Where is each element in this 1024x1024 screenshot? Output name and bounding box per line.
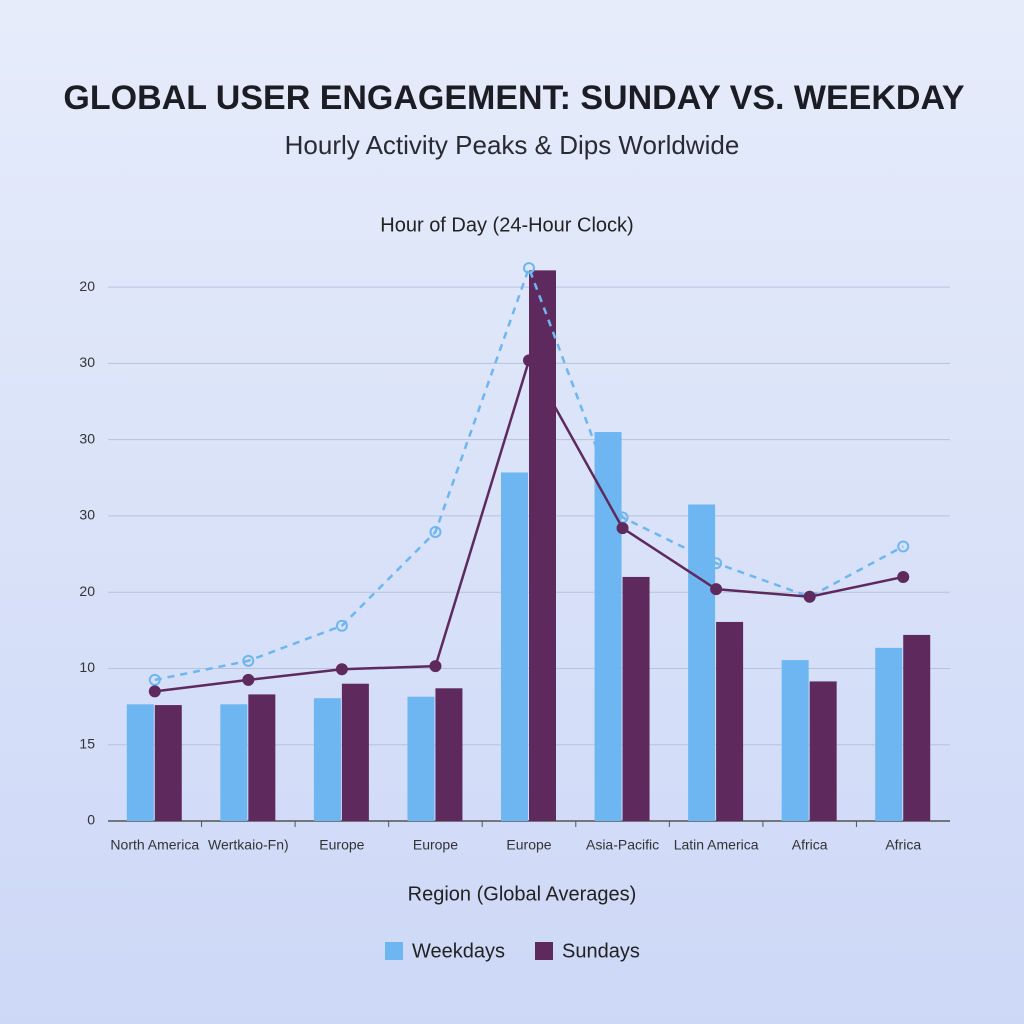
x-axis-label: Region (Global Averages) (408, 883, 637, 905)
legend-label: Sundays (562, 940, 640, 962)
trend-point (242, 654, 255, 667)
trend-point (429, 660, 442, 673)
bar (903, 634, 931, 821)
trend-point (897, 540, 910, 553)
y-tick-label: 10 (79, 659, 95, 675)
y-tick-label: 30 (79, 354, 95, 370)
bar (248, 694, 276, 821)
trend-point (523, 262, 535, 275)
trend-line (154, 264, 904, 682)
trend-point (523, 354, 535, 367)
y-tick-label: 30 (79, 430, 95, 446)
bar (501, 472, 528, 821)
bar (716, 621, 744, 821)
y-tick-label: 0 (87, 812, 95, 828)
trend-point (335, 619, 348, 632)
y-tick-label: 20 (79, 583, 95, 599)
trend-point (803, 590, 816, 603)
x-tick-label: Asia-Pacific (586, 837, 659, 853)
x-tick-label: Africa (885, 837, 921, 853)
x-tick-label: North America (110, 837, 199, 853)
legend-swatch (535, 942, 553, 960)
y-tick-label: 20 (79, 278, 95, 294)
legend-swatch (385, 942, 403, 960)
bar (529, 270, 556, 821)
trend-point (335, 663, 348, 676)
chart-title: GLOBAL USER ENGAGEMENT: SUNDAY VS. WEEKD… (63, 79, 964, 117)
y-tick-label: 30 (79, 507, 95, 523)
trend-point (148, 673, 161, 686)
trend-point (710, 557, 723, 570)
top-axis-label: Hour of Day (24-Hour Clock) (380, 214, 633, 236)
x-tick-label: Europe (506, 837, 551, 853)
trend-point (897, 570, 910, 583)
x-tick-label: Europe (319, 837, 364, 853)
bar (622, 576, 650, 821)
legend-label: Weekdays (412, 940, 505, 962)
bar (220, 704, 248, 821)
bar (875, 647, 903, 821)
trend-point (616, 522, 629, 535)
legend: Weekdays Sundays (385, 940, 640, 962)
bar (126, 704, 154, 821)
y-tick-label: 15 (79, 735, 95, 751)
trend-point (148, 685, 161, 698)
bar (781, 660, 809, 821)
bar (313, 698, 341, 821)
trend-point (429, 525, 442, 538)
trend-point (242, 673, 255, 686)
bar (809, 681, 837, 821)
bar (154, 705, 182, 821)
x-tick-label: Latin America (674, 837, 759, 853)
bar (435, 688, 463, 821)
bar (407, 696, 435, 821)
bar (341, 683, 369, 821)
trend-point (710, 583, 723, 596)
chart-subtitle: Hourly Activity Peaks & Dips Worldwide (285, 130, 740, 160)
x-tick-label: Africa (792, 837, 828, 853)
bar (594, 432, 622, 821)
x-tick-label: Wertkaio-Fn) (208, 837, 289, 853)
x-tick-label: Europe (413, 837, 458, 853)
